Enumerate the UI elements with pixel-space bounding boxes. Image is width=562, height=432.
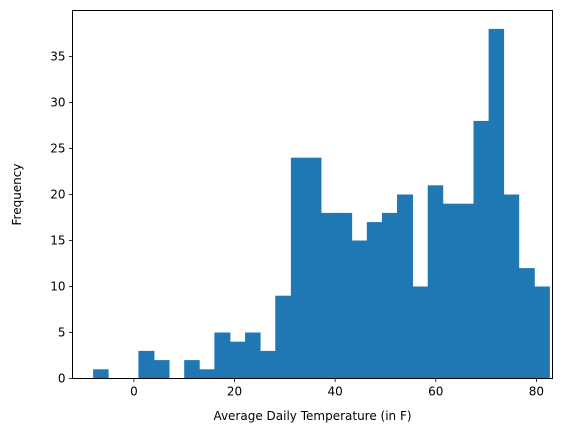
histogram-bar-15 bbox=[321, 212, 337, 379]
y-tick-label: 35 bbox=[50, 50, 65, 64]
x-axis-ticks: 0 20 40 60 80 bbox=[130, 378, 544, 399]
x-tick-label: 60 bbox=[428, 385, 443, 399]
histogram-bar-26 bbox=[488, 28, 505, 379]
histogram-bar-11 bbox=[260, 350, 276, 379]
x-tick-label: 0 bbox=[130, 385, 138, 399]
histogram-bar-9 bbox=[229, 341, 246, 379]
x-axis-label: Average Daily Temperature (in F) bbox=[213, 409, 411, 423]
histogram-bar-23 bbox=[442, 203, 459, 379]
histogram-bar-22 bbox=[427, 185, 444, 379]
y-tick-label: 0 bbox=[58, 372, 66, 386]
histogram-bar-13 bbox=[290, 157, 307, 379]
histogram-bar-18 bbox=[366, 222, 383, 379]
histogram-bar-27 bbox=[503, 194, 520, 379]
histogram-bar-7 bbox=[199, 369, 215, 379]
histogram-bars bbox=[93, 28, 550, 379]
histogram-bar-8 bbox=[214, 332, 231, 379]
histogram-bar-28 bbox=[518, 268, 535, 379]
y-tick-label: 15 bbox=[50, 234, 65, 248]
histogram-bar-3 bbox=[138, 350, 155, 379]
histogram-bar-0 bbox=[93, 369, 109, 379]
y-axis-label: Frequency bbox=[10, 164, 24, 226]
histogram-bar-12 bbox=[275, 295, 292, 379]
histogram-bar-24 bbox=[457, 203, 474, 379]
y-tick-label: 10 bbox=[50, 280, 65, 294]
histogram-bar-14 bbox=[305, 157, 322, 379]
histogram-bar-4 bbox=[154, 360, 170, 379]
y-tick-label: 25 bbox=[50, 142, 65, 156]
histogram-bar-19 bbox=[381, 212, 398, 379]
histogram-bar-16 bbox=[336, 212, 353, 379]
histogram-bar-10 bbox=[245, 332, 261, 379]
y-tick-label: 20 bbox=[50, 188, 65, 202]
histogram-bar-21 bbox=[412, 286, 429, 379]
histogram-bar-17 bbox=[351, 240, 368, 379]
histogram-bar-6 bbox=[184, 360, 200, 379]
histogram-bar-25 bbox=[473, 120, 490, 379]
y-tick-label: 30 bbox=[50, 96, 65, 110]
x-tick-label: 80 bbox=[529, 385, 544, 399]
histogram-bar-20 bbox=[397, 194, 414, 379]
x-tick-label: 20 bbox=[227, 385, 242, 399]
histogram-bar-29 bbox=[534, 286, 550, 379]
y-tick-label: 5 bbox=[58, 326, 66, 340]
x-tick-label: 40 bbox=[328, 385, 343, 399]
y-axis-ticks: 0 5 10 15 20 25 30 35 bbox=[50, 50, 73, 386]
